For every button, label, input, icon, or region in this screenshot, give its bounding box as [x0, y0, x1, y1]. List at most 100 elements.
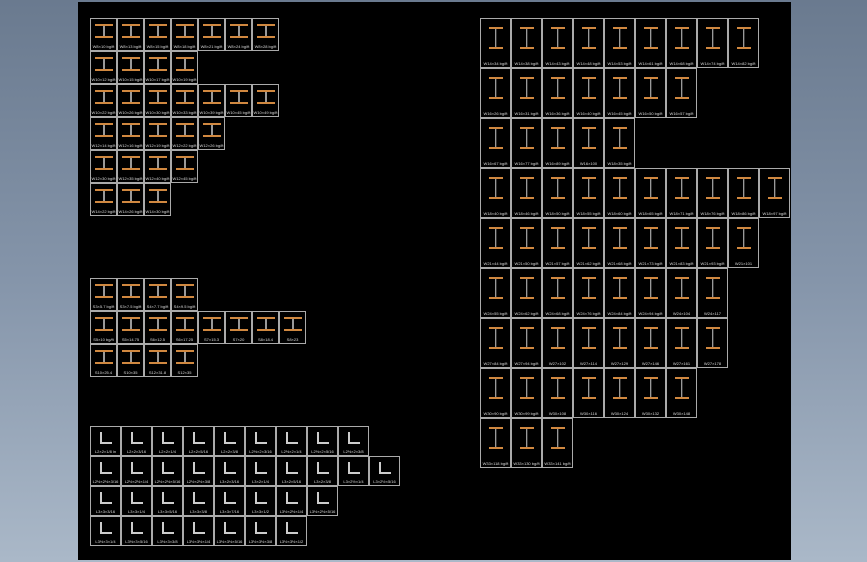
- profile-cell[interactable]: W16×67 bg/ft: [480, 118, 511, 168]
- profile-cell[interactable]: W24×104: [666, 268, 697, 318]
- profile-cell[interactable]: W30×108: [542, 368, 573, 418]
- profile-cell[interactable]: W27×129: [604, 318, 635, 368]
- profile-cell[interactable]: S8×18.4: [252, 311, 279, 344]
- profile-cell[interactable]: W21×62 bg/ft: [573, 218, 604, 268]
- profile-cell[interactable]: W16×26 bg/ft: [480, 68, 511, 118]
- profile-cell[interactable]: W18×50 bg/ft: [542, 168, 573, 218]
- profile-cell[interactable]: W16×57 bg/ft: [666, 68, 697, 118]
- profile-cell[interactable]: L3½×2½×5/16: [307, 486, 338, 516]
- profile-cell[interactable]: W10×19 bg/ft: [171, 51, 198, 84]
- profile-cell[interactable]: W30×148: [666, 368, 697, 418]
- profile-cell[interactable]: L3×3×1/2: [245, 486, 276, 516]
- profile-cell[interactable]: W27×161: [666, 318, 697, 368]
- profile-cell[interactable]: W21×68 bg/ft: [604, 218, 635, 268]
- profile-cell[interactable]: W12×30 bg/ft: [90, 150, 117, 183]
- profile-cell[interactable]: W16×89 bg/ft: [542, 118, 573, 168]
- profile-cell[interactable]: L2½×2½×3/16: [90, 456, 121, 486]
- profile-cell[interactable]: W12×22 bg/ft: [171, 117, 198, 150]
- profile-cell[interactable]: W30×90 bg/ft: [480, 368, 511, 418]
- profile-cell[interactable]: L3×2½×1/4: [338, 456, 369, 486]
- profile-cell[interactable]: W14×22 bg/ft: [90, 183, 117, 216]
- profile-cell[interactable]: W8×18 bg/ft: [171, 18, 198, 51]
- profile-cell[interactable]: W12×19 bg/ft: [144, 117, 171, 150]
- profile-cell[interactable]: W24×84 bg/ft: [604, 268, 635, 318]
- profile-cell[interactable]: W30×116: [573, 368, 604, 418]
- profile-cell[interactable]: W12×45 bg/ft: [171, 150, 198, 183]
- profile-cell[interactable]: W18×55 bg/ft: [573, 168, 604, 218]
- profile-cell[interactable]: W27×94 bg/ft: [511, 318, 542, 368]
- profile-cell[interactable]: L3×2×3/16: [214, 456, 245, 486]
- profile-cell[interactable]: W18×86 bg/ft: [728, 168, 759, 218]
- profile-cell[interactable]: W24×62 bg/ft: [511, 268, 542, 318]
- profile-cell[interactable]: L3½×3½×5/16: [214, 516, 245, 546]
- profile-cell[interactable]: W12×40 bg/ft: [144, 150, 171, 183]
- profile-cell[interactable]: W21×93 bg/ft: [697, 218, 728, 268]
- profile-cell[interactable]: L2½×2×5/16: [307, 426, 338, 456]
- profile-cell[interactable]: S6×12.5: [144, 311, 171, 344]
- profile-cell[interactable]: L3×2×3/8: [307, 456, 338, 486]
- profile-cell[interactable]: W18×46 bg/ft: [511, 168, 542, 218]
- profile-cell[interactable]: W24×117: [697, 268, 728, 318]
- profile-cell[interactable]: W10×26 bg/ft: [117, 84, 144, 117]
- profile-cell[interactable]: W24×68 bg/ft: [542, 268, 573, 318]
- profile-cell[interactable]: W8×21 bg/ft: [198, 18, 225, 51]
- profile-cell[interactable]: W30×132: [635, 368, 666, 418]
- profile-cell[interactable]: W27×178: [697, 318, 728, 368]
- profile-cell[interactable]: W14×38 bg/ft: [511, 18, 542, 68]
- profile-cell[interactable]: W18×65 bg/ft: [635, 168, 666, 218]
- profile-cell[interactable]: W10×45 bg/ft: [225, 84, 252, 117]
- profile-cell[interactable]: W16×77 bg/ft: [511, 118, 542, 168]
- profile-cell[interactable]: W8×24 bg/ft: [225, 18, 252, 51]
- profile-cell[interactable]: W16×31 bg/ft: [511, 68, 542, 118]
- profile-cell[interactable]: W21×57 bg/ft: [542, 218, 573, 268]
- profile-cell[interactable]: W10×17 bg/ft: [144, 51, 171, 84]
- profile-cell[interactable]: W14×48 bg/ft: [573, 18, 604, 68]
- profile-cell[interactable]: W8×15 bg/ft: [144, 18, 171, 51]
- profile-cell[interactable]: W12×16 bg/ft: [117, 117, 144, 150]
- profile-cell[interactable]: W18×35 bg/ft: [604, 118, 635, 168]
- profile-cell[interactable]: W14×30 bg/ft: [144, 183, 171, 216]
- profile-cell[interactable]: W14×43 bg/ft: [542, 18, 573, 68]
- profile-cell[interactable]: L3×2½×5/16: [369, 456, 400, 486]
- profile-cell[interactable]: L3×3×5/16: [152, 486, 183, 516]
- profile-cell[interactable]: W14×53 bg/ft: [604, 18, 635, 68]
- profile-cell[interactable]: W24×76 bg/ft: [573, 268, 604, 318]
- profile-cell[interactable]: W33×141 bg/ft: [542, 418, 573, 468]
- profile-cell[interactable]: S4×9.5 bg/ft: [171, 278, 198, 311]
- profile-cell[interactable]: W27×114: [573, 318, 604, 368]
- profile-cell[interactable]: W10×12 bg/ft: [90, 51, 117, 84]
- profile-cell[interactable]: W16×100: [573, 118, 604, 168]
- profile-cell[interactable]: L3½×2½×1/4: [276, 486, 307, 516]
- profile-cell[interactable]: W12×14 bg/ft: [90, 117, 117, 150]
- profile-cell[interactable]: W14×26 bg/ft: [117, 183, 144, 216]
- profile-cell[interactable]: L2×2×3/8: [214, 426, 245, 456]
- profile-cell[interactable]: W24×55 bg/ft: [480, 268, 511, 318]
- profile-cell[interactable]: W27×102: [542, 318, 573, 368]
- profile-cell[interactable]: W18×71 bg/ft: [666, 168, 697, 218]
- profile-cell[interactable]: L2×2×3/16: [121, 426, 152, 456]
- profile-cell[interactable]: W18×40 bg/ft: [480, 168, 511, 218]
- profile-cell[interactable]: S12×31.8: [144, 344, 171, 377]
- profile-cell[interactable]: W10×33 bg/ft: [171, 84, 198, 117]
- profile-cell[interactable]: S8×23: [279, 311, 306, 344]
- profile-cell[interactable]: W27×146: [635, 318, 666, 368]
- profile-cell[interactable]: L2×2×5/16: [183, 426, 214, 456]
- profile-cell[interactable]: L3½×3½×1/4: [183, 516, 214, 546]
- profile-cell[interactable]: L2½×2½×3/8: [183, 456, 214, 486]
- profile-cell[interactable]: S7×15.3: [198, 311, 225, 344]
- profile-cell[interactable]: L3×3×3/16: [90, 486, 121, 516]
- profile-cell[interactable]: L3½×3½×1/2: [276, 516, 307, 546]
- profile-cell[interactable]: S7×20: [225, 311, 252, 344]
- profile-cell[interactable]: W12×35 bg/ft: [117, 150, 144, 183]
- profile-cell[interactable]: L3×3×1/4: [121, 486, 152, 516]
- profile-cell[interactable]: L2×2×1/4: [152, 426, 183, 456]
- profile-cell[interactable]: S6×17.25: [171, 311, 198, 344]
- profile-cell[interactable]: W12×26 bg/ft: [198, 117, 225, 150]
- profile-cell[interactable]: L2½×2×3/8: [338, 426, 369, 456]
- profile-cell[interactable]: W8×13 bg/ft: [117, 18, 144, 51]
- profile-cell[interactable]: W30×124: [604, 368, 635, 418]
- profile-cell[interactable]: L3×2×5/16: [276, 456, 307, 486]
- profile-cell[interactable]: S3×5.7 bg/ft: [90, 278, 117, 311]
- profile-cell[interactable]: S3×7.5 bg/ft: [117, 278, 144, 311]
- profile-cell[interactable]: W16×40 bg/ft: [573, 68, 604, 118]
